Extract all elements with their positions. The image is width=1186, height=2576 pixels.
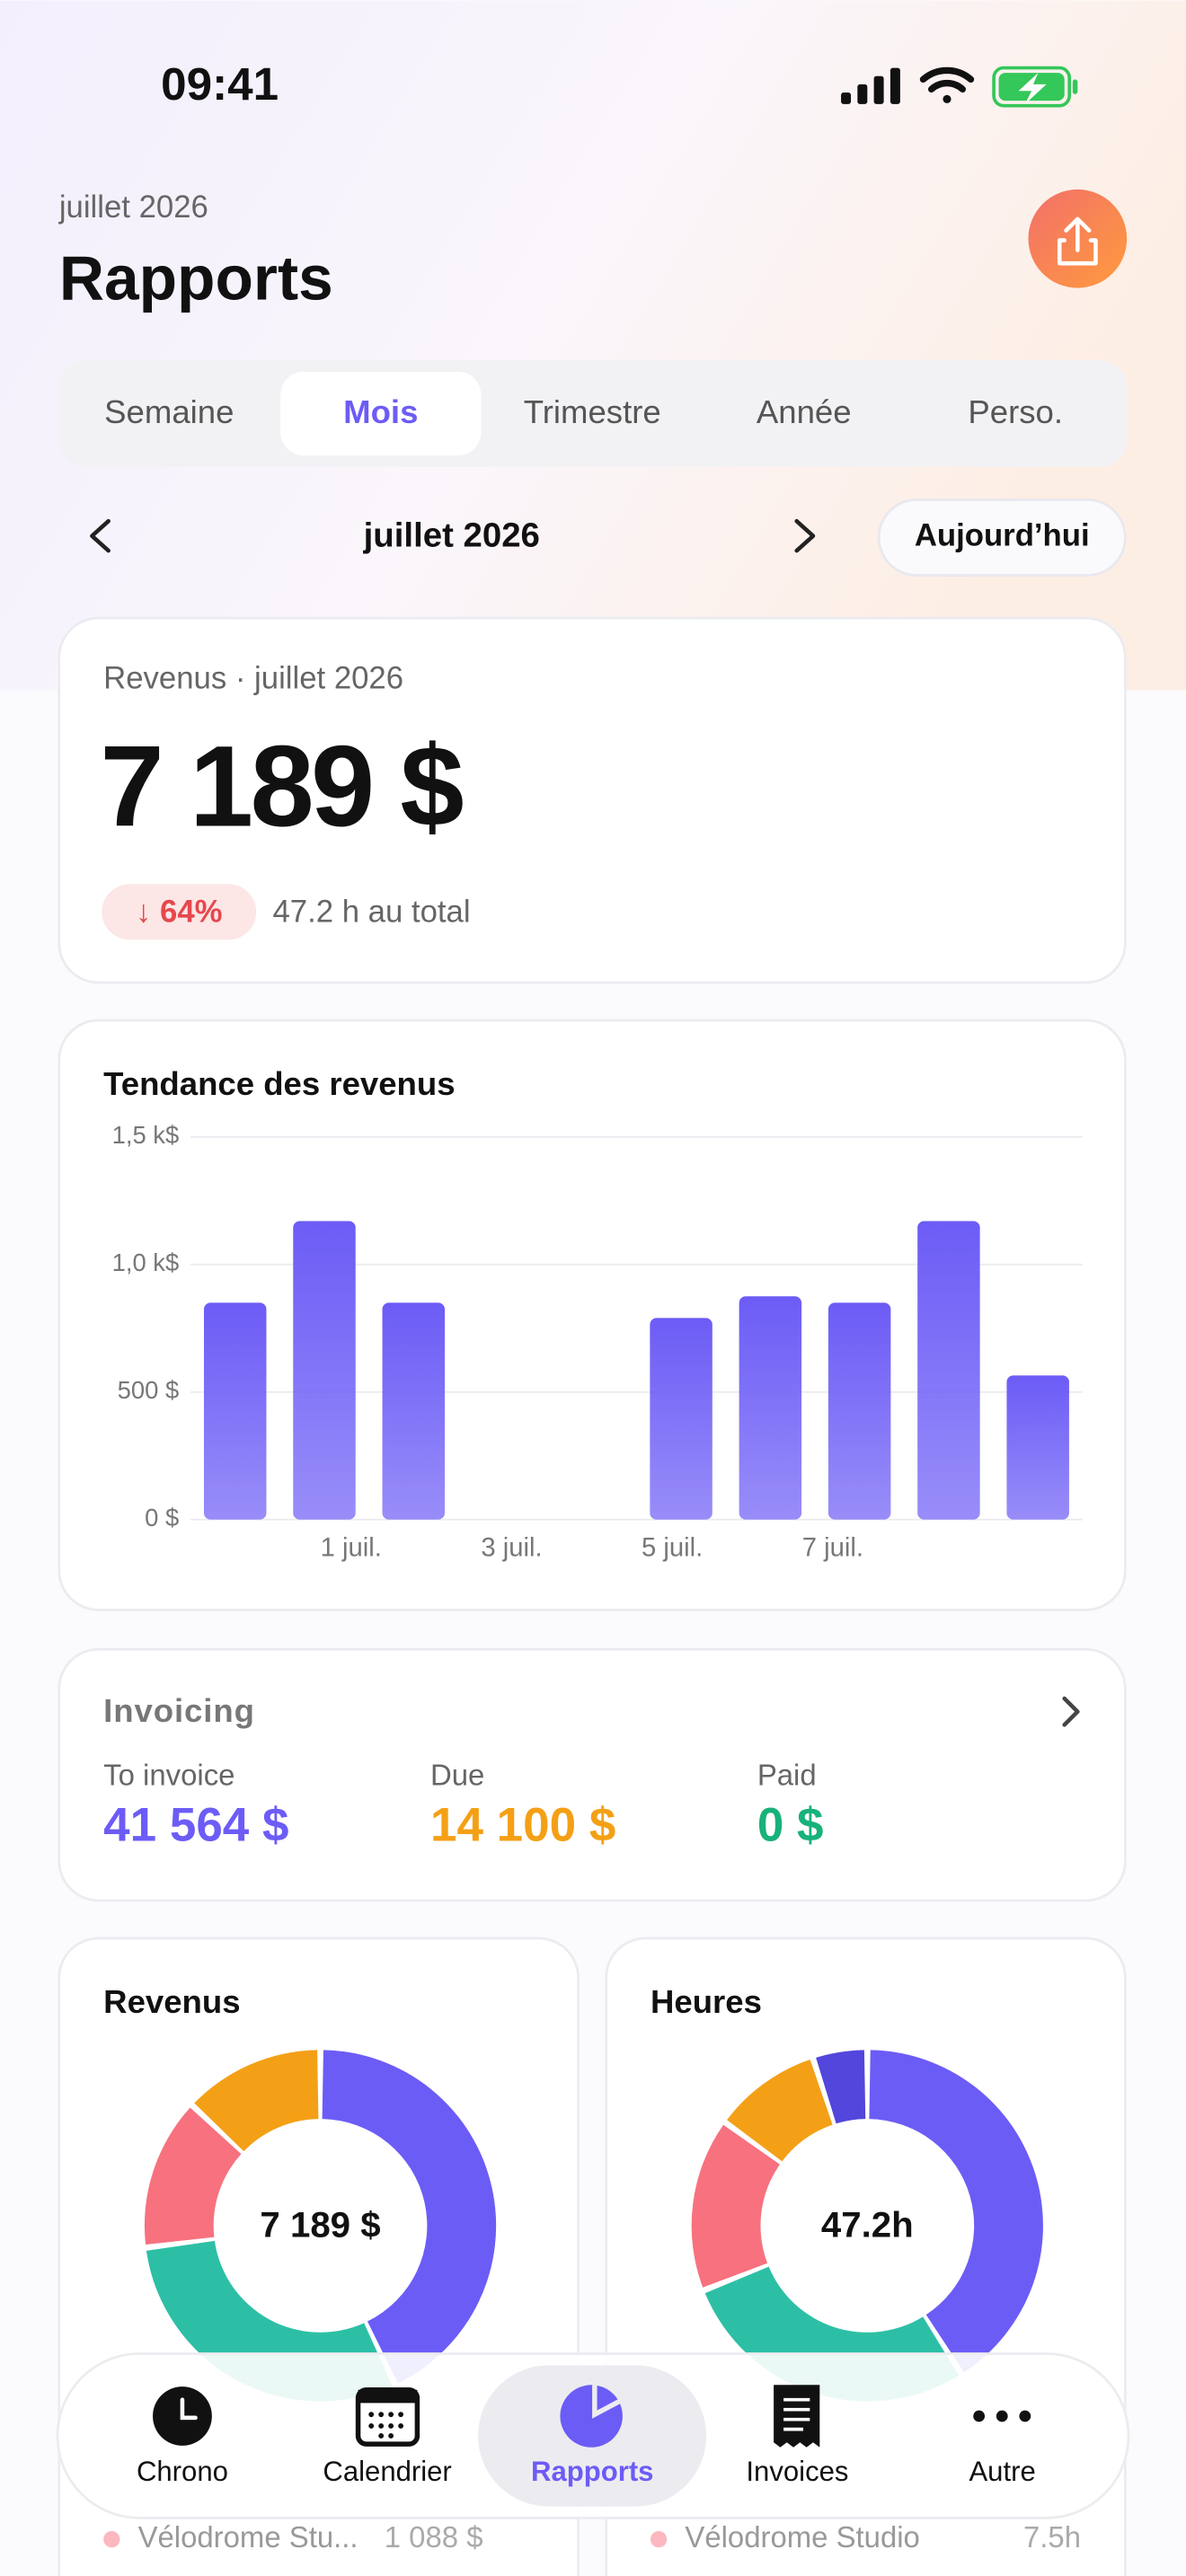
next-button[interactable] (794, 518, 816, 553)
header-subtitle: juillet 2026 (58, 190, 208, 225)
calendar-icon[interactable] (355, 2387, 420, 2447)
invoice-label: To invoice (103, 1759, 235, 1792)
donut-segment (691, 2124, 780, 2288)
donut-title: Heures (651, 1983, 762, 2020)
tab-label[interactable]: Semaine (104, 393, 234, 430)
donut-segment (144, 2107, 242, 2245)
legend-dot (650, 2530, 668, 2548)
donut-title: Revenus (103, 1983, 240, 2020)
donut-center-label: 7 189 $ (260, 2204, 380, 2245)
donut-segment (322, 2050, 497, 2384)
bar (382, 1302, 445, 1520)
active-tab[interactable] (280, 371, 482, 456)
legend-name: Vélodrome Stu... (138, 2520, 358, 2554)
invoice-value: 41 564 $ (103, 1798, 288, 1851)
x-tick-label: 1 juil. (321, 1533, 382, 1562)
wifi-icon (919, 66, 975, 103)
bar (739, 1296, 802, 1520)
chrono-icon[interactable] (153, 2386, 212, 2446)
header-title: Rapports (59, 243, 333, 313)
invoices-icon[interactable] (774, 2385, 820, 2448)
x-tick-label: 5 juil. (642, 1533, 703, 1562)
invoicing-title: Invoicing (103, 1692, 255, 1729)
tab-bar-label[interactable]: Invoices (746, 2456, 848, 2487)
y-tick-label: 0 $ (145, 1504, 179, 1531)
today-button[interactable] (877, 498, 1127, 577)
chart-title: Tendance des revenus (103, 1065, 455, 1102)
signal-icon (841, 67, 900, 104)
legend-value: 1 088 $ (385, 2520, 483, 2554)
more-icon[interactable] (973, 2410, 1031, 2422)
summary-label: Revenus · juillet 2026 (103, 662, 403, 696)
donut-segment (869, 2050, 1043, 2373)
tab-bar-label[interactable]: Chrono (137, 2456, 228, 2487)
bar (917, 1221, 980, 1520)
previous-button[interactable] (90, 518, 111, 553)
tab-label[interactable]: Perso. (968, 393, 1063, 430)
legend-name: Vélodrome Studio (685, 2520, 919, 2554)
period-label: juillet 2026 (363, 516, 540, 555)
invoice-label: Due (430, 1759, 484, 1792)
y-tick-label: 500 $ (118, 1376, 180, 1404)
reports-icon[interactable] (560, 2385, 623, 2448)
donut-segment (816, 2050, 866, 2124)
y-tick-label: 1,0 k$ (112, 1248, 180, 1276)
bar (828, 1302, 891, 1520)
chevron-icon[interactable] (1062, 1696, 1080, 1727)
legend-dot (103, 2530, 120, 2548)
tab-label[interactable]: Mois (343, 393, 418, 430)
battery-icon (992, 66, 1078, 108)
y-tick-label: 1,5 k$ (112, 1121, 180, 1149)
donut-segment (194, 2050, 319, 2152)
tab-label[interactable]: Année (757, 393, 852, 430)
x-tick-label: 7 juil. (802, 1533, 863, 1562)
invoice-label: Paid (757, 1759, 817, 1792)
summary-hours: 47.2 h au total (272, 895, 470, 929)
tab-label[interactable]: Trimestre (524, 393, 661, 430)
donut-segment (727, 2059, 833, 2162)
tab-bar-label[interactable]: Rapports (531, 2456, 653, 2487)
bar (203, 1302, 267, 1520)
bar (293, 1221, 356, 1520)
tab-bar-label[interactable]: Autre (969, 2456, 1035, 2487)
x-tick-label: 3 juil. (481, 1533, 542, 1562)
tab-bar-label[interactable]: Calendrier (323, 2456, 451, 2487)
invoice-value: 0 $ (757, 1798, 824, 1851)
bar (650, 1318, 712, 1520)
invoicing-card[interactable] (58, 1647, 1127, 1902)
legend-value: 7.5h (1023, 2520, 1081, 2554)
bar (1006, 1375, 1069, 1520)
today-label[interactable]: Aujourd’hui (915, 519, 1090, 553)
share-button[interactable] (1028, 189, 1128, 288)
donut-center-label: 47.2h (821, 2204, 914, 2245)
change-label: ↓ 64% (136, 895, 223, 929)
change-badge (102, 884, 257, 940)
summary-amount: 7 189 $ (101, 722, 464, 851)
invoice-value: 14 100 $ (430, 1798, 615, 1851)
summary-card (58, 616, 1127, 984)
status-time: 09:41 (161, 58, 279, 110)
